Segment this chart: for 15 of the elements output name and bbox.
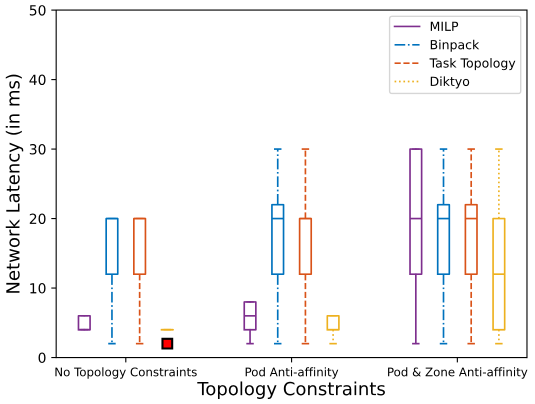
x-axis-title: Topology Constraints bbox=[197, 381, 385, 399]
legend-label: Task Topology bbox=[430, 58, 516, 70]
y-tick-label: 10 bbox=[30, 283, 46, 294]
legend-label: MILP bbox=[430, 22, 458, 31]
y-axis-title: Network Latency (in ms) bbox=[6, 74, 24, 293]
x-tick-label: No Topology Constraints bbox=[55, 367, 197, 379]
legend-label: Binpack bbox=[430, 40, 480, 52]
x-tick-label: Pod Anti-affinity bbox=[246, 367, 338, 379]
y-tick-label: 0 bbox=[38, 352, 46, 364]
x-tick-label: Pod & Zone Anti-affinity bbox=[388, 367, 528, 379]
y-tick-label: 40 bbox=[29, 74, 46, 86]
legend-label: Diktyo bbox=[430, 76, 470, 88]
y-tick-label: 30 bbox=[30, 144, 46, 155]
y-tick-label: 50 bbox=[30, 5, 46, 16]
y-tick-label: 20 bbox=[30, 214, 46, 224]
